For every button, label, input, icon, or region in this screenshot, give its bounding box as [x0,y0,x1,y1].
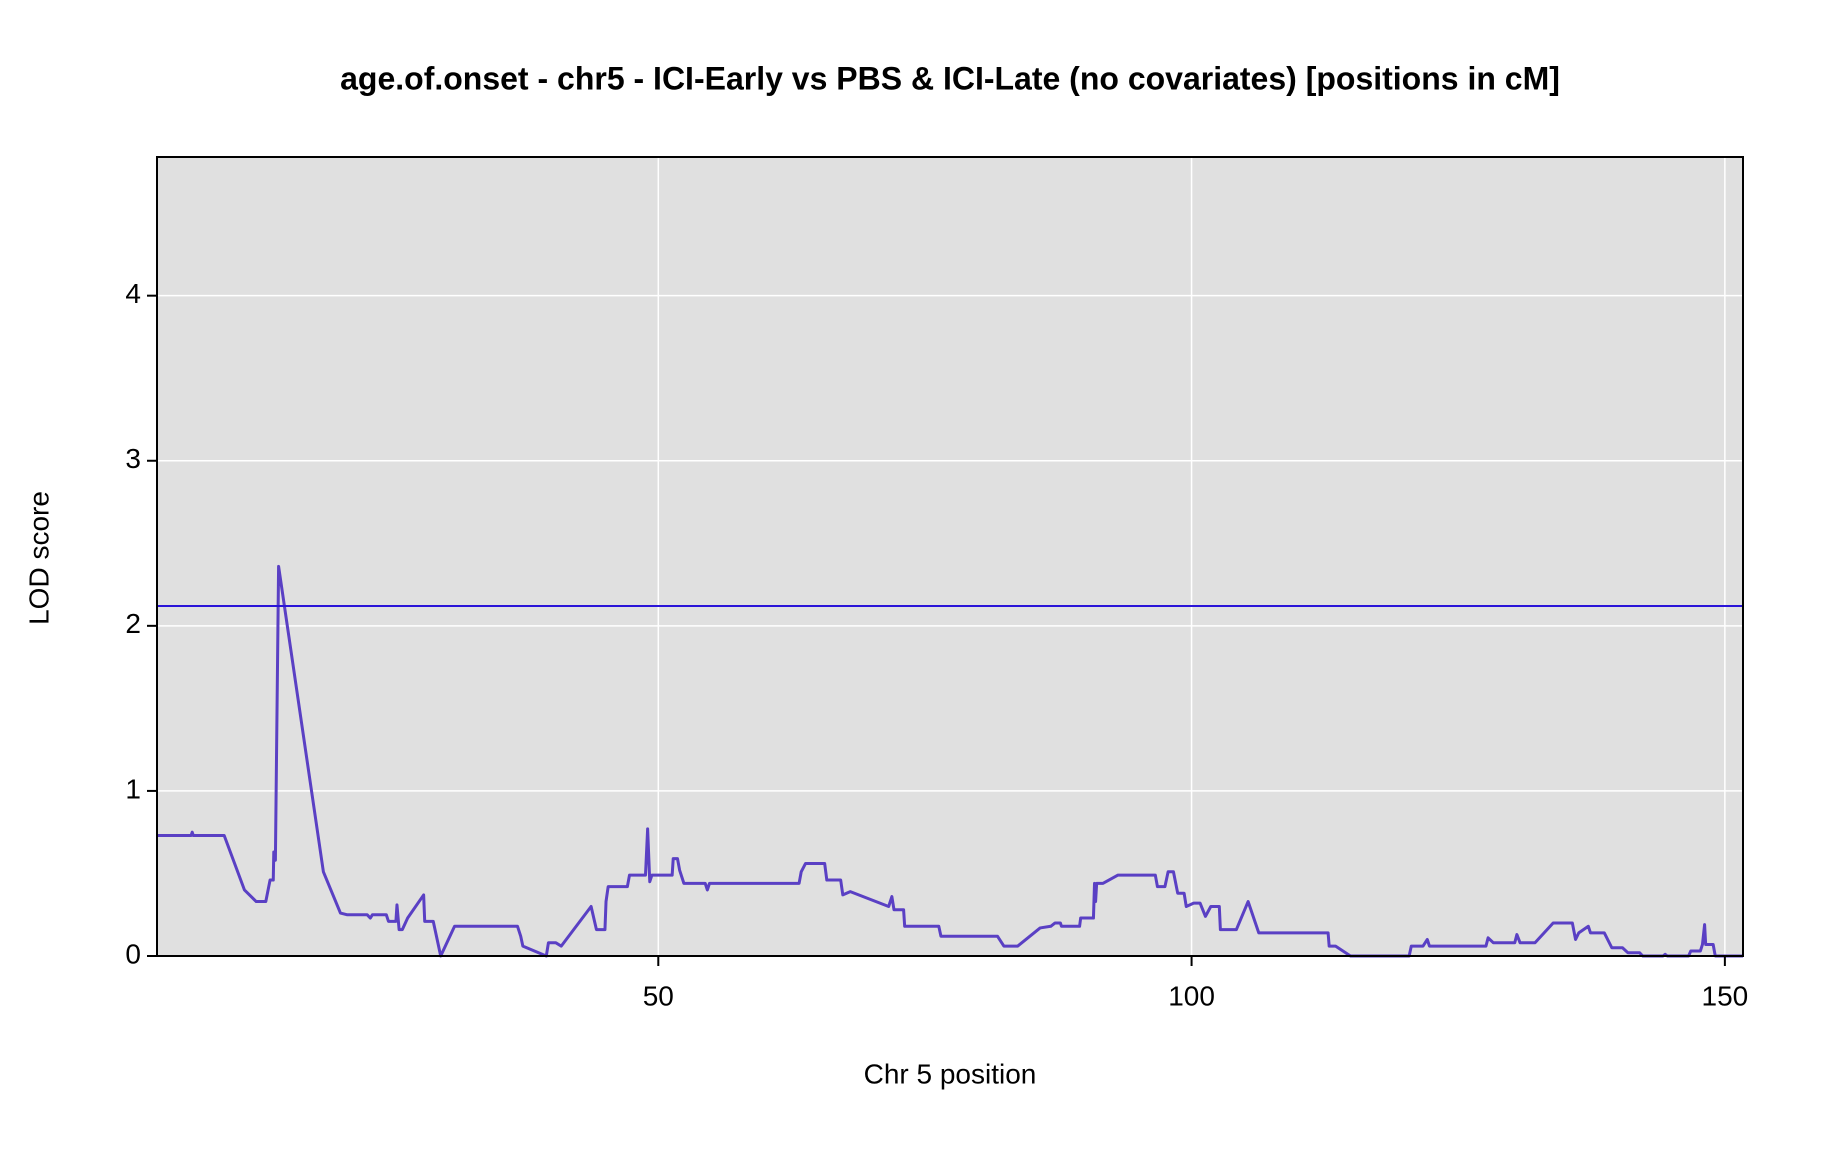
y-tick-label: 2 [125,608,141,639]
x-axis-label: Chr 5 position [864,1058,1037,1089]
y-axis-label: LOD score [23,491,54,625]
y-tick-label: 4 [125,278,141,309]
y-tick-label: 3 [125,443,141,474]
y-tick-label: 1 [125,773,141,804]
x-tick-label: 150 [1702,980,1749,1011]
plot-frame [156,156,1744,957]
y-tick-label: 0 [125,938,141,969]
x-tick-label: 50 [643,980,674,1011]
lod-line [157,564,1743,958]
chart-title: age.of.onset - chr5 - ICI-Early vs PBS &… [340,60,1560,96]
x-tick-label: 100 [1168,980,1215,1011]
plot-background [157,157,1743,956]
